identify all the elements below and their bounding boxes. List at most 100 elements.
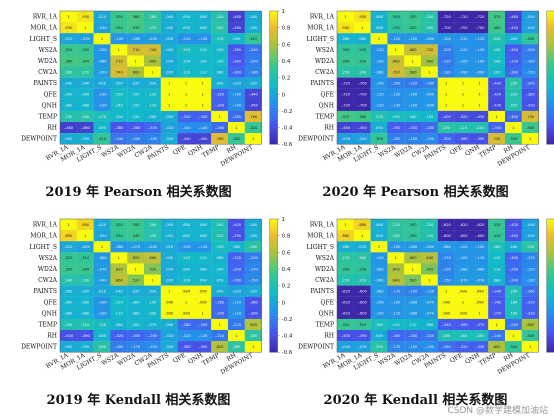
colorbar-segment — [546, 114, 554, 118]
cell-value-label: -.100 — [408, 93, 418, 97]
cell-value-label: .500 — [409, 278, 418, 282]
cell-value-label: -.380 — [181, 345, 191, 349]
cell-value-label: -.080 — [97, 59, 107, 63]
heatmap-cell — [337, 330, 354, 342]
heatmap-cell — [93, 230, 111, 242]
cell-value-label: -.720 — [442, 15, 452, 19]
heatmap-cell — [505, 77, 522, 89]
heatmap-cell — [488, 219, 506, 231]
heatmap-cell — [244, 330, 262, 342]
colorbar-segment — [546, 225, 554, 230]
heatmap-cell — [370, 296, 388, 308]
heatmap-cell — [110, 33, 128, 45]
cell-value-label: -.280 — [215, 301, 225, 305]
cell-value-label: -.600 — [475, 234, 485, 238]
cell-value-label: .180 — [509, 312, 518, 316]
heatmap-cell — [521, 307, 539, 320]
heatmap-cell — [437, 33, 455, 45]
cell-value-label: .280 — [64, 70, 73, 74]
heatmap-cell — [93, 33, 111, 45]
cell-value-label: .640 — [392, 278, 401, 282]
heatmap-cell — [110, 44, 128, 56]
heatmap-cell — [437, 285, 455, 297]
cell-value-label: .020 — [165, 345, 174, 349]
colorbar-segment — [546, 34, 554, 38]
heatmap-cell — [60, 318, 77, 331]
heatmap-cell — [337, 252, 354, 264]
heatmap-cell — [488, 44, 506, 56]
heatmap-cell — [144, 318, 161, 331]
cell-value-label: -.320 — [181, 115, 191, 119]
heatmap-cell — [471, 241, 489, 253]
colorbar-segment — [269, 228, 278, 233]
heatmap-cell — [228, 88, 245, 100]
heatmap-cell — [353, 122, 371, 134]
cell-value-label: .000 — [98, 81, 107, 85]
cell-value-label: -.460 — [232, 26, 242, 30]
colorbar-segment — [546, 288, 554, 293]
y-tick-label: CW2A — [315, 69, 335, 76]
cell-value-label: .350 — [64, 267, 73, 271]
heatmap-cell — [160, 122, 178, 134]
cell-value-label: -.150 — [526, 70, 536, 74]
cell-value-label: .110 — [148, 104, 157, 108]
heatmap-cell — [144, 296, 161, 308]
cell-value-label: .050 — [165, 234, 174, 238]
cell-value-label: -.420 — [458, 115, 468, 119]
heatmap-cell — [93, 122, 111, 134]
heatmap-cell — [488, 307, 506, 320]
colorbar-segment — [269, 322, 278, 326]
heatmap-cell — [160, 296, 178, 308]
heatmap-cell — [244, 219, 262, 231]
cell-value-label: -.120 — [374, 93, 384, 97]
colorbar-segment — [269, 24, 278, 28]
heatmap-cell — [144, 285, 161, 297]
cell-value-label: .120 — [132, 115, 141, 119]
colorbar-segment — [546, 60, 554, 65]
heatmap-cell — [160, 133, 178, 145]
colorbar-segment — [546, 342, 554, 346]
heatmap-cell — [370, 11, 388, 23]
heatmap-cell — [437, 110, 455, 123]
heatmap-cell — [521, 241, 539, 253]
x-tick-label: WD2A — [394, 144, 415, 160]
cell-value-label: .990 — [165, 301, 174, 305]
y-tick-label: RH — [324, 333, 334, 340]
heatmap-cell — [60, 341, 77, 353]
y-tick-label: LIGHT_S — [307, 36, 335, 43]
cell-value-label: .010 — [165, 245, 174, 249]
cell-value-label: -.080 — [374, 70, 384, 74]
heatmap-cell — [60, 274, 77, 286]
cell-value-label: -.120 — [391, 93, 401, 97]
cell-value-label: -.190 — [442, 267, 452, 271]
heatmap-cell — [471, 252, 489, 264]
cell-value-label: .350 — [509, 137, 518, 141]
cell-value-label: -.150 — [442, 278, 452, 282]
y-tick-label: TEMP — [315, 113, 334, 120]
cell-value-label: -.120 — [198, 37, 208, 41]
heatmap-cell — [421, 88, 438, 100]
x-tick-label: DEWPOINT — [497, 144, 532, 168]
cell-value-label: .350 — [64, 48, 73, 52]
x-tick-label: QNH — [464, 352, 481, 366]
heatmap-cell — [93, 241, 111, 253]
cell-value-label: .100 — [132, 93, 141, 97]
heatmap-cell — [370, 33, 388, 45]
cell-value-label: .710 — [115, 59, 124, 63]
heatmap-cell — [211, 219, 229, 231]
cell-value-label: .310 — [249, 37, 258, 41]
heatmap-cell — [194, 122, 212, 134]
heatmap-cell — [370, 230, 388, 242]
heatmap-cell — [471, 122, 489, 134]
cell-value-label: -.700 — [358, 81, 368, 85]
cell-value-label: -.020 — [232, 289, 242, 293]
heatmap-cell — [387, 341, 405, 353]
colorbar-segment — [546, 37, 554, 42]
colorbar-segment — [546, 312, 554, 316]
heatmap-cell — [471, 341, 489, 353]
heatmap-cell — [93, 263, 111, 275]
heatmap-cell — [353, 285, 371, 297]
cell-value-label: -.430 — [492, 104, 502, 108]
heatmap-cell — [211, 22, 229, 34]
